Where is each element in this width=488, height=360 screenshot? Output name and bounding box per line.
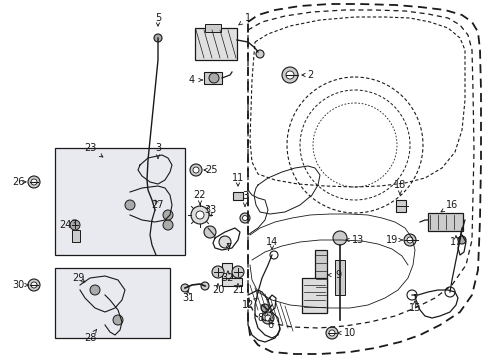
Circle shape [125, 200, 135, 210]
Text: 1: 1 [244, 13, 250, 23]
Bar [314, 250, 326, 312]
Circle shape [196, 211, 203, 219]
Circle shape [28, 176, 40, 188]
Circle shape [212, 266, 224, 278]
Text: 26: 26 [12, 177, 24, 187]
Circle shape [90, 285, 100, 295]
Text: 23: 23 [83, 143, 96, 153]
Circle shape [28, 279, 40, 291]
Bar [195, 28, 237, 60]
Circle shape [113, 315, 123, 325]
Circle shape [261, 304, 268, 312]
Circle shape [208, 73, 219, 83]
Bar [395, 200, 405, 212]
Circle shape [154, 34, 162, 42]
Bar [204, 24, 221, 32]
Text: 18: 18 [393, 180, 406, 190]
Text: 2: 2 [306, 70, 312, 80]
Bar [55, 148, 184, 255]
Circle shape [328, 330, 334, 336]
Text: 14: 14 [265, 237, 278, 247]
Bar [72, 230, 80, 242]
Text: 31: 31 [182, 293, 194, 303]
Circle shape [231, 266, 244, 278]
Circle shape [31, 282, 37, 288]
Circle shape [403, 234, 415, 246]
Circle shape [457, 236, 465, 244]
Text: 22: 22 [193, 190, 206, 200]
Circle shape [332, 231, 346, 245]
Circle shape [325, 327, 337, 339]
Text: 27: 27 [151, 200, 164, 210]
Circle shape [203, 226, 216, 238]
Circle shape [31, 179, 37, 185]
Text: 32: 32 [222, 273, 234, 283]
Text: 12: 12 [242, 300, 254, 310]
Bar [222, 263, 231, 281]
Circle shape [285, 71, 293, 79]
Circle shape [240, 213, 249, 223]
Circle shape [242, 216, 247, 220]
Circle shape [262, 312, 273, 324]
Text: 30: 30 [12, 280, 24, 290]
Text: 24: 24 [59, 220, 71, 230]
Bar [334, 260, 345, 295]
Circle shape [193, 167, 199, 173]
Text: 11: 11 [231, 173, 244, 183]
Bar [222, 278, 242, 286]
Text: 20: 20 [211, 285, 224, 295]
Circle shape [264, 315, 270, 321]
Text: 29: 29 [72, 273, 84, 283]
Bar [302, 278, 326, 313]
Circle shape [191, 206, 208, 224]
Text: 17: 17 [449, 237, 461, 247]
Bar [427, 213, 462, 231]
Text: 4: 4 [188, 75, 195, 85]
Text: 21: 21 [231, 285, 244, 295]
Text: 16: 16 [445, 200, 457, 210]
Circle shape [181, 284, 189, 292]
Bar [55, 268, 170, 338]
Text: 9: 9 [334, 270, 340, 280]
Bar [232, 192, 243, 200]
Circle shape [163, 210, 173, 220]
Circle shape [282, 67, 297, 83]
Circle shape [219, 236, 230, 248]
Text: 10: 10 [343, 328, 355, 338]
Text: 3: 3 [242, 191, 247, 201]
Text: 8: 8 [256, 313, 263, 323]
Text: 3: 3 [155, 143, 161, 153]
Circle shape [155, 167, 161, 173]
Circle shape [406, 237, 412, 243]
Text: 15: 15 [408, 303, 420, 313]
Text: 13: 13 [351, 235, 364, 245]
Circle shape [190, 164, 202, 176]
Text: 33: 33 [203, 205, 216, 215]
Circle shape [256, 50, 264, 58]
Text: 6: 6 [266, 320, 272, 330]
Text: 19: 19 [385, 235, 397, 245]
Circle shape [70, 220, 80, 230]
Bar [203, 72, 222, 84]
Text: 7: 7 [224, 243, 231, 253]
Text: 5: 5 [155, 13, 161, 23]
Circle shape [152, 164, 163, 176]
Circle shape [201, 282, 208, 290]
Text: 28: 28 [83, 333, 96, 343]
Text: 25: 25 [205, 165, 218, 175]
Circle shape [163, 220, 173, 230]
